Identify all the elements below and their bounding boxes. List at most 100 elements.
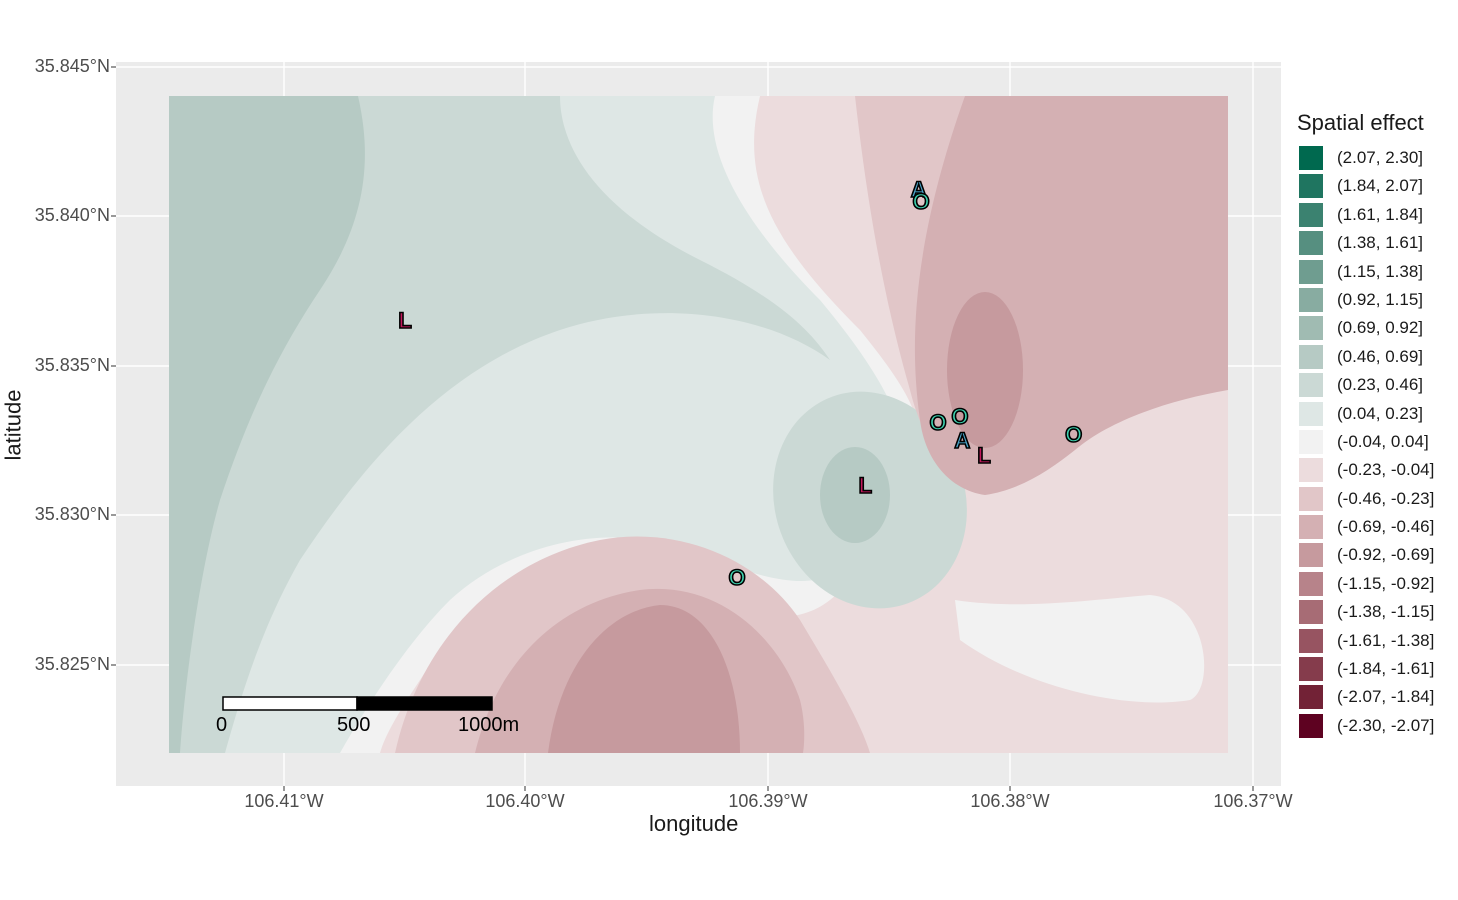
- legend-label: (1.84, 2.07]: [1337, 176, 1424, 196]
- contour-region: [169, 96, 365, 753]
- legend-swatch: [1299, 685, 1323, 710]
- legend-swatch: [1299, 401, 1323, 426]
- marker-o: O: [951, 403, 970, 429]
- x-tick-label: 106.38°W: [970, 791, 1050, 811]
- legend-swatch: [1299, 202, 1323, 227]
- marker-o: O: [728, 565, 747, 591]
- legend-label: (-1.38, -1.15]: [1337, 602, 1435, 622]
- x-tick-label: 106.41°W: [244, 791, 324, 811]
- legend-swatch: [1299, 458, 1323, 483]
- legend-item: (-0.46, -0.23]: [1297, 485, 1457, 513]
- scale-bar-black-segment: [356, 696, 493, 711]
- x-tick-label: 106.40°W: [485, 791, 565, 811]
- y-axis-title: latitude: [0, 389, 26, 461]
- legend-item: (1.15, 1.38]: [1297, 258, 1457, 286]
- legend-label: (-1.84, -1.61]: [1337, 659, 1435, 679]
- scale-bar: [222, 696, 493, 711]
- y-tick-label: 35.835°N: [34, 355, 110, 375]
- contour-region: [820, 447, 890, 543]
- legend-swatch: [1299, 571, 1323, 596]
- legend-item: (0.23, 0.46]: [1297, 371, 1457, 399]
- legend-item: (-0.92, -0.69]: [1297, 541, 1457, 569]
- contour-region: [548, 605, 740, 753]
- marker-l: L: [858, 472, 873, 498]
- x-tick-label: 106.39°W: [728, 791, 808, 811]
- legend-swatch: [1299, 373, 1323, 398]
- legend-label: (-2.30, -2.07]: [1337, 715, 1435, 735]
- legend-item: (-0.23, -0.04]: [1297, 456, 1457, 484]
- scale-label-1000m: 1000m: [458, 714, 520, 736]
- legend-item: (-2.07, -1.84]: [1297, 683, 1457, 711]
- legend-label: (1.15, 1.38]: [1337, 261, 1424, 281]
- legend-swatch: [1299, 657, 1323, 682]
- legend-item: (1.84, 2.07]: [1297, 172, 1457, 200]
- legend-title: Spatial effect: [1297, 110, 1424, 135]
- legend-swatch: [1299, 543, 1323, 568]
- legend-swatch: [1299, 316, 1323, 341]
- scale-bar-white-segment: [222, 696, 358, 711]
- legend-swatch: [1299, 259, 1323, 284]
- legend-label: (-0.46, -0.23]: [1337, 488, 1435, 508]
- legend-swatch: [1299, 486, 1323, 511]
- legend-item: (-1.61, -1.38]: [1297, 627, 1457, 655]
- legend-label: (0.23, 0.46]: [1337, 375, 1424, 395]
- legend-swatch: [1299, 515, 1323, 540]
- legend-swatch: [1299, 628, 1323, 653]
- legend-label: (0.92, 1.15]: [1337, 289, 1424, 309]
- legend-item: (0.46, 0.69]: [1297, 343, 1457, 371]
- legend-swatch: [1299, 231, 1323, 256]
- marker-l: L: [977, 442, 992, 468]
- marker-a: A: [910, 176, 927, 202]
- x-axis-title: longitude: [649, 811, 739, 836]
- contour-region: [955, 595, 1205, 703]
- legend-label: (-0.69, -0.46]: [1337, 517, 1435, 537]
- y-tick-label: 35.830°N: [34, 504, 110, 524]
- spatial-effect-surface: [169, 96, 1228, 753]
- legend-label: (-2.07, -1.84]: [1337, 687, 1435, 707]
- legend-item: (-1.15, -0.92]: [1297, 570, 1457, 598]
- x-tick-label: 106.37°W: [1213, 791, 1293, 811]
- marker-l: L: [398, 308, 413, 334]
- legend-item: (-0.69, -0.46]: [1297, 513, 1457, 541]
- legend-label: (0.69, 0.92]: [1337, 318, 1424, 338]
- legend-label: (-0.92, -0.69]: [1337, 545, 1435, 565]
- marker-o: O: [912, 188, 931, 214]
- scale-label-0: 0: [216, 714, 228, 736]
- legend-item: (-1.84, -1.61]: [1297, 655, 1457, 683]
- marker-o: O: [1064, 421, 1083, 447]
- legend-item: (2.07, 2.30]: [1297, 144, 1457, 172]
- legend: Spatial effect (2.07, 2.30] (1.84, 2.07] (…: [1297, 108, 1457, 740]
- legend-swatch: [1299, 344, 1323, 369]
- legend-swatch: [1299, 174, 1323, 199]
- y-tick-label: 35.825°N: [34, 654, 110, 674]
- legend-label: (-1.61, -1.38]: [1337, 630, 1435, 650]
- legend-label: (-1.15, -0.92]: [1337, 573, 1435, 593]
- legend-item: (1.38, 1.61]: [1297, 229, 1457, 257]
- axis-ticks: [111, 66, 1254, 791]
- legend-label: (2.07, 2.30]: [1337, 148, 1424, 167]
- marker-a: A: [954, 427, 971, 453]
- y-tick-label: 35.845°N: [34, 56, 110, 76]
- legend-item: (0.69, 0.92]: [1297, 314, 1457, 342]
- legend-label: (0.04, 0.23]: [1337, 403, 1424, 423]
- legend-label: (1.38, 1.61]: [1337, 233, 1424, 253]
- legend-label: (-0.04, 0.04]: [1337, 431, 1429, 451]
- legend-swatch: [1299, 600, 1323, 625]
- legend-label: (-0.23, -0.04]: [1337, 460, 1435, 480]
- legend-item: (0.92, 1.15]: [1297, 286, 1457, 314]
- legend-item: (-2.30, -2.07]: [1297, 712, 1457, 740]
- legend-item: (-0.04, 0.04]: [1297, 428, 1457, 456]
- legend-swatch: [1299, 713, 1323, 738]
- y-tick-label: 35.840°N: [34, 205, 110, 225]
- legend-label: (1.61, 1.84]: [1337, 204, 1424, 224]
- legend-item: (1.61, 1.84]: [1297, 201, 1457, 229]
- marker-o: O: [929, 409, 948, 435]
- contour-region: [947, 292, 1023, 448]
- scale-label-500: 500: [337, 714, 371, 736]
- legend-swatch: [1299, 146, 1323, 170]
- legend-item: (0.04, 0.23]: [1297, 400, 1457, 428]
- legend-swatch: [1299, 429, 1323, 454]
- legend-label: (0.46, 0.69]: [1337, 346, 1424, 366]
- legend-item: (-1.38, -1.15]: [1297, 598, 1457, 626]
